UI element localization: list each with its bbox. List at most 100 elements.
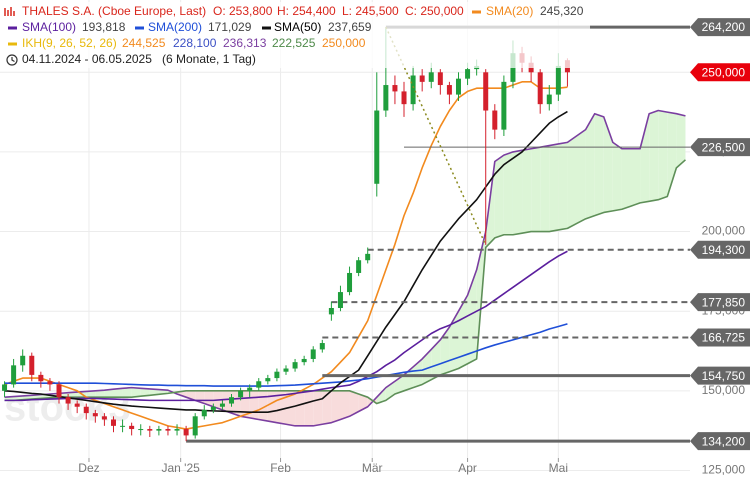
clock-hands	[11, 57, 15, 63]
candle-body	[20, 355, 26, 366]
candle-body	[256, 381, 262, 388]
candle-body	[446, 85, 452, 95]
candle-body	[428, 72, 434, 82]
candle-body	[347, 272, 353, 293]
cloud-fill	[222, 390, 232, 414]
candle-body	[183, 429, 189, 436]
candle-body	[229, 397, 235, 404]
cloud-fill	[676, 113, 686, 168]
price-tag-label: 250,000	[702, 65, 746, 79]
candle-body	[74, 403, 80, 407]
cloud-fill	[549, 143, 559, 232]
cloud-fill	[140, 388, 150, 397]
cloud-fill	[349, 390, 359, 417]
cloud-fill	[304, 390, 314, 426]
candle-body	[483, 72, 489, 111]
cloud-fill	[640, 113, 650, 203]
candle-body	[138, 429, 144, 431]
legend-text: IKH(9, 26, 52, 26)	[22, 36, 117, 50]
y-tick-label: 200,000	[702, 224, 746, 238]
candle-body	[401, 91, 407, 105]
legend-swatch	[8, 42, 17, 46]
legend-text: 237,659	[328, 20, 372, 34]
cloud-fill	[186, 390, 196, 401]
price-tag-label: 177,850	[702, 295, 746, 309]
candle-body	[310, 349, 316, 359]
candle-body	[319, 343, 325, 350]
sma-line	[4, 110, 568, 413]
candle-body	[11, 365, 17, 385]
clock-icon	[6, 54, 18, 66]
cloud-fill	[313, 390, 323, 426]
candle-body	[174, 429, 180, 431]
legend-swatch	[472, 10, 481, 14]
candle-body	[555, 65, 561, 95]
cloud-fill	[522, 148, 532, 234]
candle-body	[92, 413, 98, 417]
candle-body	[283, 368, 289, 372]
candle-body	[292, 362, 298, 369]
chart-icon	[4, 7, 15, 16]
cloud-fill	[149, 388, 159, 396]
cloud-fill	[331, 390, 341, 423]
legend-text: L: 245,500	[342, 4, 399, 18]
cloud-fill	[649, 110, 659, 202]
legend-swatch	[262, 26, 271, 30]
cloud-fill	[95, 390, 105, 398]
cloud-fill	[295, 390, 305, 426]
candle-body	[101, 416, 107, 420]
legend-text: 245,320	[540, 4, 584, 18]
cloud-fill	[131, 387, 141, 398]
cloud-fill	[667, 112, 677, 197]
candle-body	[120, 425, 126, 427]
candle-body	[274, 371, 280, 379]
candle-body	[337, 292, 343, 309]
candle-body	[147, 429, 153, 431]
legend-text: 244,525	[122, 36, 166, 50]
candle-body	[546, 94, 552, 105]
candle-body	[265, 378, 271, 382]
price-tag	[690, 63, 750, 82]
price-tag	[690, 240, 750, 259]
cloud-fill	[503, 151, 513, 235]
legend-swatch	[8, 26, 17, 30]
candle-body	[383, 85, 389, 111]
cloud-span-b	[4, 159, 686, 405]
candle-body	[492, 110, 498, 130]
candle-body	[392, 85, 398, 92]
candle-body	[238, 390, 244, 398]
price-tag	[690, 366, 750, 385]
candle-body	[465, 69, 471, 79]
cloud-fill	[122, 387, 132, 398]
candle-body	[47, 381, 53, 385]
cloud-fill	[104, 389, 114, 398]
candle-body	[356, 260, 362, 273]
candle-body	[455, 78, 461, 95]
candle-body	[2, 384, 8, 391]
candle-body	[83, 406, 89, 414]
cloud-fill	[249, 390, 259, 420]
candle-body	[129, 425, 135, 430]
legend-text: 236,313	[223, 36, 267, 50]
legend-text: C: 250,000	[405, 4, 464, 18]
candle-body	[410, 75, 416, 105]
candle-body	[165, 429, 171, 431]
cloud-fill	[285, 390, 296, 426]
cloud-fill	[585, 113, 595, 219]
candle-body	[328, 308, 334, 315]
cloud-fill	[204, 390, 214, 407]
cloud-fill	[603, 116, 613, 213]
cloud-fill	[621, 148, 631, 210]
candle-body	[419, 75, 425, 82]
candle-body	[210, 406, 216, 410]
price-tag-label: 194,300	[702, 243, 746, 257]
candle-body	[219, 403, 225, 407]
candle-body	[247, 387, 253, 391]
legend-text: SMA(50)	[274, 20, 321, 34]
cloud-fill	[431, 339, 441, 380]
y-tick-label: 150,000	[702, 383, 746, 397]
candle-body	[437, 72, 443, 86]
legend-text: SMA(200)	[148, 20, 202, 34]
legend-text: 193,818	[82, 20, 126, 34]
sma-line	[4, 323, 568, 387]
